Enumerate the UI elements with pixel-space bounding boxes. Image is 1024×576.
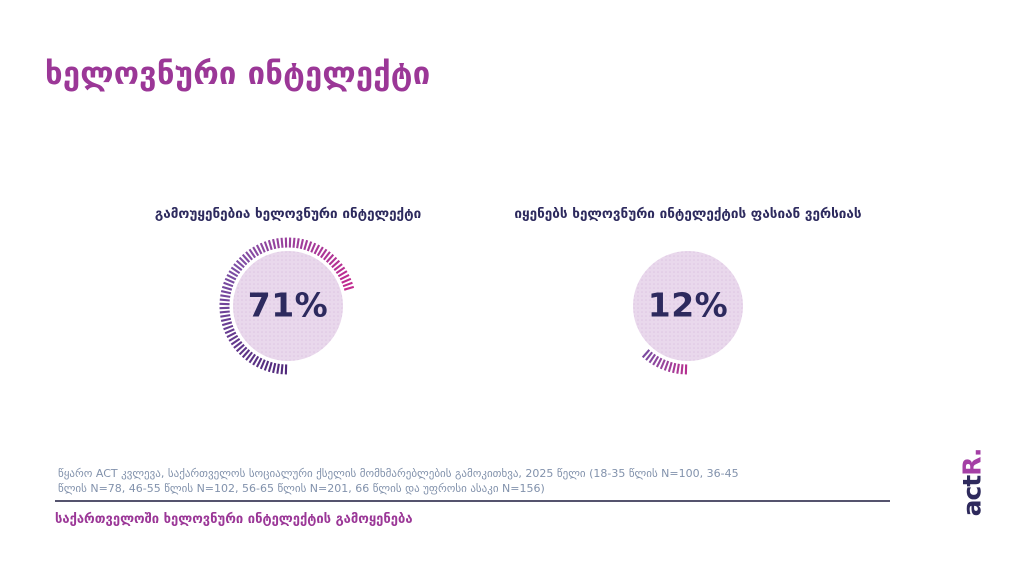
slide-title: ხელოვნური ინტელექტი (45, 56, 431, 92)
gauge-value: 71% (247, 285, 329, 325)
act-logo: actR. (948, 442, 996, 522)
gauge-value: 12% (647, 285, 729, 325)
logo-r-part: R (957, 456, 987, 476)
gauge-chart-ai-paid: 12% (613, 231, 763, 381)
source-note: წყარო ACT კვლევა, საქართველოს სოციალური … (58, 467, 739, 495)
gauge-group-ai-used: გამოუყენებია ხელოვნური ინტელექტი 71% (118, 200, 458, 381)
footer-divider (55, 500, 890, 502)
logo-act-part: act (957, 475, 987, 516)
gauge-svg (633, 251, 743, 375)
gauge-chart-ai-used: 71% (213, 231, 363, 381)
gauge-svg (219, 237, 355, 375)
gauge-label: იყენებს ხელოვნური ინტელექტის ფასიან ვერს… (514, 206, 862, 222)
logo-dot: . (957, 448, 987, 457)
gauge-label: გამოუყენებია ხელოვნური ინტელექტი (154, 206, 422, 222)
footer-caption: საქართველოში ხელოვნური ინტელექტის გამოყე… (55, 512, 413, 527)
act-logo-text: actR. (958, 448, 987, 516)
gauge-group-ai-paid: იყენებს ხელოვნური ინტელექტის ფასიან ვერს… (468, 200, 908, 381)
